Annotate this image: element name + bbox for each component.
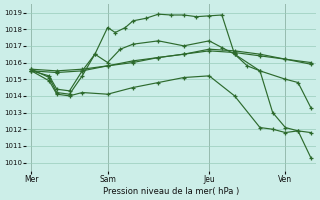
X-axis label: Pression niveau de la mer( hPa ): Pression niveau de la mer( hPa ) xyxy=(103,187,239,196)
